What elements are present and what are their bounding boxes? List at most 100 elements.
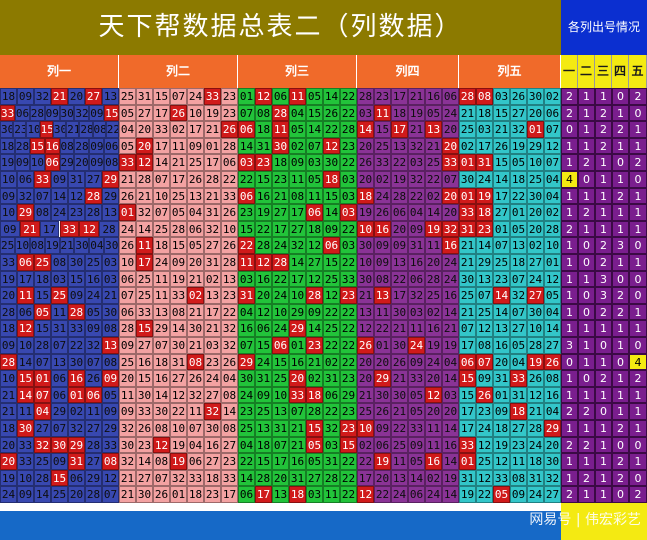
number-cell: 07 xyxy=(34,353,51,371)
number-cell: 28 xyxy=(85,204,102,221)
count-cell: 1 xyxy=(612,220,629,238)
number-cell: 28 xyxy=(79,121,93,138)
number-cell: 16 xyxy=(153,370,170,387)
number-cell: 21 xyxy=(119,469,136,487)
number-cell: 17 xyxy=(39,220,60,238)
number-cell: 26 xyxy=(221,237,238,254)
number-cell: 33 xyxy=(221,187,238,205)
number-cell: 20 xyxy=(255,287,272,304)
number-cell: 19 xyxy=(459,486,476,503)
number-cell: 12 xyxy=(357,320,374,337)
number-cell: 22 xyxy=(391,270,408,288)
number-cell: 30 xyxy=(357,237,374,254)
number-cell: 21 xyxy=(170,154,187,171)
number-cell: 32 xyxy=(17,187,34,205)
number-cell: 29 xyxy=(102,420,119,437)
number-cell: 21 xyxy=(0,403,17,420)
number-cell: 30 xyxy=(170,337,187,354)
number-cell: 15 xyxy=(17,370,34,387)
count-cell: 1 xyxy=(595,204,612,221)
number-cell: 14 xyxy=(493,171,510,188)
number-cell: 07 xyxy=(272,436,289,454)
number-cell: 03 xyxy=(204,337,221,354)
number-cell: 01 xyxy=(34,370,51,387)
number-cell: 21 xyxy=(391,370,408,387)
number-cell: 10 xyxy=(221,220,238,238)
count-cell: 2 xyxy=(595,254,612,271)
number-cell: 14 xyxy=(306,320,323,337)
number-cell: 28 xyxy=(306,287,323,304)
number-cell: 27 xyxy=(527,287,544,304)
number-cell: 14 xyxy=(442,370,459,387)
number-cell: 21 xyxy=(459,303,476,321)
count-cell: 1 xyxy=(595,469,612,487)
number-cell: 01 xyxy=(510,204,527,221)
number-cell: 08 xyxy=(221,420,238,437)
number-cell: 29 xyxy=(527,137,544,155)
number-cell: 13 xyxy=(272,486,289,503)
count-cell: 2 xyxy=(595,237,612,254)
number-cell: 21 xyxy=(59,237,75,254)
number-cell: 12 xyxy=(425,386,442,404)
number-cell: 32 xyxy=(408,287,425,304)
number-cell: 33 xyxy=(136,403,153,420)
number-cell: 23 xyxy=(306,337,323,354)
number-cell: 03 xyxy=(340,187,357,205)
number-cell: 04 xyxy=(544,187,561,205)
number-cell: 27 xyxy=(34,420,51,437)
number-cell: 27 xyxy=(493,204,510,221)
count-cell: 2 xyxy=(612,453,629,470)
number-cell: 19 xyxy=(0,154,15,171)
number-cell: 06 xyxy=(255,320,272,337)
number-cell: 02 xyxy=(170,121,187,138)
number-cell: 08 xyxy=(51,254,68,271)
number-cell: 16 xyxy=(44,137,60,155)
number-cell: 29 xyxy=(238,353,255,371)
count-cell: 2 xyxy=(629,88,647,105)
number-cell: 12 xyxy=(102,469,119,487)
number-cell: 27 xyxy=(527,254,544,271)
number-cell: 20 xyxy=(442,403,459,420)
number-cell: 11 xyxy=(425,420,442,437)
number-cell: 32 xyxy=(204,220,221,238)
number-cell: 05 xyxy=(306,171,323,188)
page-title: 天下帮数据总表二（列数据） xyxy=(0,0,561,55)
number-cell: 30 xyxy=(102,303,119,321)
number-cell: 10 xyxy=(14,237,30,254)
number-cell: 06 xyxy=(391,204,408,221)
count-cell: 1 xyxy=(561,320,578,337)
count-cell: 1 xyxy=(578,187,595,205)
number-cell: 26 xyxy=(476,386,493,404)
column-header-1: 列一 xyxy=(0,55,119,88)
number-cell: 24 xyxy=(425,353,442,371)
number-cell: 31 xyxy=(408,237,425,254)
number-cell: 20 xyxy=(119,370,136,387)
number-cell: 10 xyxy=(357,220,374,238)
number-cell: 21 xyxy=(119,171,136,188)
number-cell: 02 xyxy=(357,436,374,454)
number-cell: 09 xyxy=(51,171,68,188)
number-cell: 14 xyxy=(170,320,187,337)
number-cell: 01 xyxy=(119,204,136,221)
number-cell: 30 xyxy=(272,137,289,155)
number-cell: 28 xyxy=(99,220,119,238)
number-cell: 12 xyxy=(476,469,493,487)
number-cell: 03 xyxy=(408,303,425,321)
number-cell: 09 xyxy=(89,137,105,155)
count-cell: 0 xyxy=(612,353,629,371)
number-cell: 17 xyxy=(289,270,306,288)
count-cell: 0 xyxy=(561,353,578,371)
number-cell: 11 xyxy=(136,237,153,254)
number-cell: 33 xyxy=(408,370,425,387)
number-cell: 14 xyxy=(238,137,255,155)
number-cell: 12 xyxy=(544,137,561,155)
number-cell: 19 xyxy=(357,204,374,221)
number-cell: 20 xyxy=(527,104,544,122)
number-cell: 28 xyxy=(272,104,289,122)
count-cell: 1 xyxy=(595,154,612,171)
count-cell: 1 xyxy=(595,453,612,470)
number-cell: 22 xyxy=(221,303,238,321)
number-cell: 21 xyxy=(408,88,425,105)
number-cell: 01 xyxy=(493,220,510,238)
number-cell: 22 xyxy=(323,337,340,354)
